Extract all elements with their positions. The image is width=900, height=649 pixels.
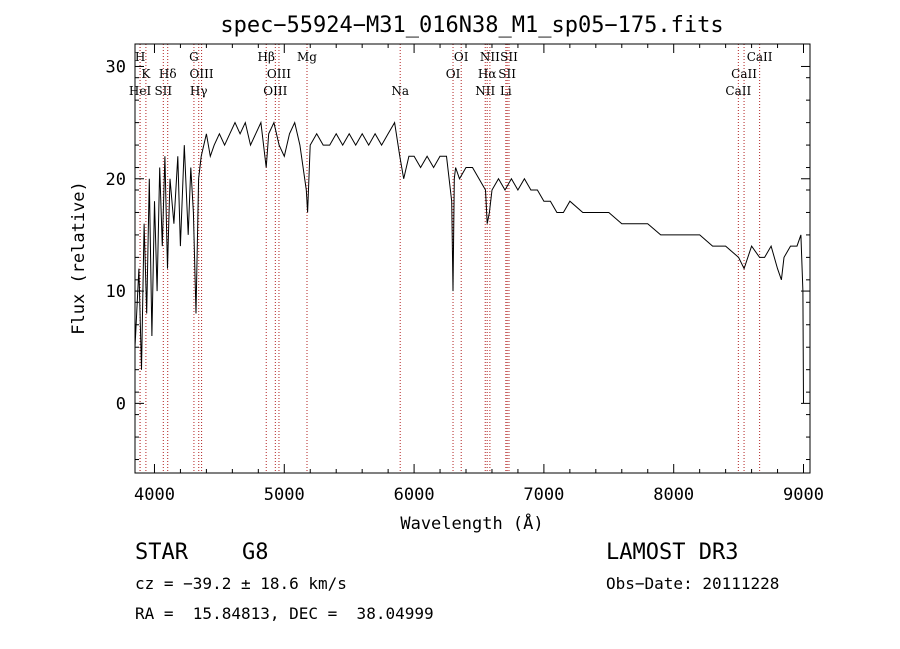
spectral-line-label: SII (498, 67, 516, 81)
spectrum-series (134, 120, 804, 404)
spectral-line-label: HeI (129, 84, 152, 98)
x-tick-label: 8000 (653, 485, 694, 505)
x-tick-label: 4000 (134, 485, 175, 505)
x-tick-label: 9000 (783, 485, 824, 505)
spectral-line-label: OIII (263, 84, 287, 98)
spectral-line-label: Mg (297, 50, 317, 64)
observation-date: Obs−Date: 20111228 (606, 574, 780, 593)
coordinates: RA = 15.84813, DEC = 38.04999 (135, 604, 434, 623)
spectral-line-label: NII (475, 84, 495, 98)
spectral-line-label: OI (454, 50, 469, 64)
y-axis-label: Flux (relative) (69, 181, 89, 335)
spectral-line-label: Hγ (190, 84, 208, 98)
spectral-line-label: CaII (731, 67, 757, 81)
spectral-line-label: K (141, 67, 151, 81)
spectral-line-label: Hβ (258, 50, 275, 64)
x-tick-label: 7000 (523, 485, 564, 505)
plot-frame (134, 43, 811, 474)
y-tick-label: 30 (106, 57, 126, 77)
spectral-line-label: NII (480, 50, 500, 64)
spectral-line-label: CaII (725, 84, 751, 98)
x-tick-label: 6000 (394, 485, 435, 505)
spectral-line-labels: HK HeI Hδ SII G OIII Hγ Hβ OIII OIII Mg Na OI OI NII Hα… (129, 50, 773, 98)
spectral-line-label: Li (500, 84, 512, 98)
spectral-line-markers (139, 44, 761, 473)
y-tick-label: 10 (106, 282, 126, 302)
spectral-line-label: G (189, 50, 199, 64)
survey-name: LAMOST DR3 (606, 540, 739, 565)
x-axis-label: Wavelength (Å) (400, 512, 543, 534)
y-tick-label: 0 (116, 394, 126, 414)
spectrum-line (134, 120, 804, 404)
spectral-line-label: OI (446, 67, 461, 81)
redshift-velocity: cz = −39.2 ± 18.6 km/s (135, 574, 347, 593)
object-subclass: G8 (242, 540, 269, 565)
chart-title: spec−55924−M31_016N38_M1_sp05−175.fits (220, 13, 723, 38)
spectral-line-label: Hδ (159, 67, 177, 81)
spectral-line-label: Na (391, 84, 409, 98)
spectral-line-label: SII (500, 50, 518, 64)
x-tick-label: 5000 (264, 485, 305, 505)
spectral-line-label: OIII (267, 67, 291, 81)
spectral-line-label: CaII (747, 50, 773, 64)
spectral-line-label: SII (154, 84, 172, 98)
y-tick-label: 20 (106, 170, 126, 190)
spectral-line-label: Hα (478, 67, 497, 81)
spectral-line-label: OIII (190, 67, 214, 81)
object-class: STAR (135, 540, 188, 565)
axis-ticks: 4000 5000 6000 7000 8000 9000 0 10 20 30 (106, 44, 824, 505)
spectral-line-label: H (135, 50, 145, 64)
